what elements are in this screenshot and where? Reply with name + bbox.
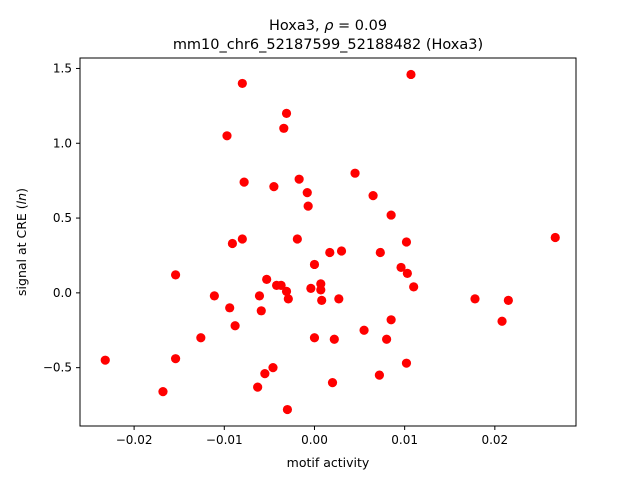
y-axis-label: signal at CRE (ln) (14, 188, 29, 296)
data-point (239, 177, 249, 187)
data-point (329, 334, 339, 344)
data-point (470, 294, 480, 304)
data-point (409, 282, 419, 292)
data-point (100, 355, 110, 365)
data-point (170, 354, 181, 364)
data-point (279, 123, 289, 133)
data-point (292, 234, 302, 244)
data-point (306, 283, 316, 293)
data-point (401, 358, 412, 368)
chart-title-line2: mm10_chr6_52187599_52188482 (Hoxa3) (173, 37, 483, 53)
y-tick-label: 1.0 (53, 136, 72, 150)
data-point (309, 259, 320, 270)
x-tick-label: −0.01 (206, 433, 243, 447)
plot-frame (79, 57, 577, 427)
data-point (209, 291, 219, 301)
data-point (260, 369, 270, 379)
data-point (309, 333, 320, 343)
data-point (170, 270, 181, 280)
data-point (402, 268, 412, 279)
data-point (317, 295, 327, 305)
data-point (382, 334, 392, 344)
data-point (359, 325, 369, 335)
data-point (350, 168, 360, 178)
data-point (550, 232, 560, 243)
data-point (406, 69, 416, 80)
data-point (281, 286, 292, 296)
data-point (222, 131, 232, 141)
y-tick-label: 0.5 (53, 211, 72, 225)
data-point (303, 201, 313, 211)
data-point (281, 108, 292, 118)
data-point (302, 188, 312, 198)
data-point (282, 404, 293, 415)
x-axis-label: motif activity (287, 455, 370, 470)
data-point (497, 316, 507, 326)
y-tick-label: 0.0 (53, 286, 72, 300)
chart-title-line1: Hoxa3, ρ = 0.09 (269, 18, 387, 34)
data-point (294, 174, 304, 184)
data-point (276, 280, 286, 290)
data-point (375, 247, 385, 258)
data-point (336, 246, 347, 256)
x-axis-ticks: −0.02 −0.01 0.00 0.01 0.02 (116, 426, 508, 447)
y-axis-ticks: −0.5 0.0 0.5 1.0 1.5 (43, 61, 80, 375)
data-point (256, 306, 266, 316)
data-point (269, 182, 279, 192)
data-point (230, 321, 240, 331)
data-point (316, 285, 326, 295)
data-point (227, 238, 238, 249)
data-point (374, 370, 384, 380)
data-point (262, 274, 272, 284)
data-point (334, 294, 344, 304)
data-point (237, 78, 247, 89)
data-point (196, 333, 206, 343)
data-point (237, 234, 247, 244)
x-tick-label: 0.02 (481, 433, 508, 447)
data-point (253, 382, 263, 392)
data-point (268, 363, 278, 373)
data-point (401, 237, 412, 247)
data-point (325, 247, 335, 258)
x-tick-label: −0.02 (116, 433, 153, 447)
data-point (254, 291, 265, 301)
data-point (327, 378, 338, 388)
data-point (225, 303, 235, 313)
y-tick-label: 1.5 (53, 61, 72, 75)
data-point (368, 191, 378, 201)
x-tick-label: 0.01 (391, 433, 418, 447)
data-points (100, 69, 560, 415)
y-tick-label: −0.5 (43, 361, 72, 375)
x-tick-label: 0.00 (301, 433, 328, 447)
data-point (283, 294, 293, 304)
data-point (503, 295, 513, 305)
data-point (158, 386, 168, 397)
data-point (386, 210, 396, 220)
data-point (396, 262, 406, 273)
data-point (386, 315, 396, 325)
